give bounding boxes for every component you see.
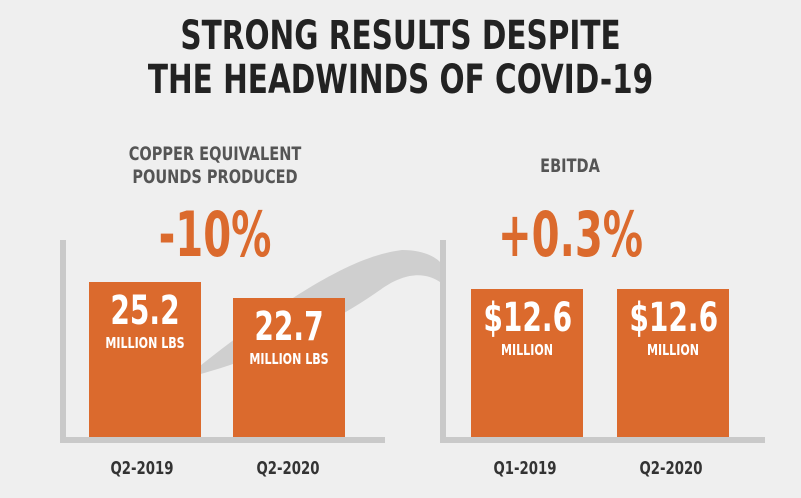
ebitda-bar-q1-2019: $12.6 MILLION [471, 289, 583, 437]
copper-title-line-2: POUNDS PRODUCED [132, 166, 298, 188]
copper-bar-value: 25.2 [110, 288, 180, 334]
copper-chart-title: COPPER EQUIVALENT POUNDS PRODUCED [113, 143, 317, 189]
ebitda-y-axis [440, 240, 446, 443]
copper-bar-unit: MILLION LBS [249, 350, 329, 368]
copper-change-percent: -10% [158, 198, 272, 271]
ebitda-change-percent: +0.3% [498, 198, 644, 271]
ebitda-title-line-1: EBITDA [540, 155, 600, 177]
ebitda-bar-unit: MILLION [500, 341, 554, 359]
copper-bar-unit: MILLION LBS [105, 334, 185, 352]
copper-bar-q2-2019: 25.2 MILLION LBS [89, 282, 201, 437]
page-title: STRONG RESULTS DESPITE THE HEADWINDS OF … [72, 14, 729, 102]
copper-category-label: Q2-2020 [256, 458, 320, 479]
title-line-1: STRONG RESULTS DESPITE [180, 13, 621, 59]
ebitda-x-axis [440, 437, 765, 443]
copper-y-axis [60, 240, 66, 443]
ebitda-chart-title: EBITDA [502, 155, 638, 178]
ebitda-category-label: Q2-2020 [639, 458, 703, 479]
copper-title-line-1: COPPER EQUIVALENT [128, 143, 302, 165]
copper-x-axis [60, 437, 385, 443]
title-line-2: THE HEADWINDS OF COVID-19 [147, 57, 654, 103]
ebitda-bar-q2-2020: $12.6 MILLION [617, 289, 729, 437]
ebitda-bar-value: $12.6 [483, 295, 573, 341]
copper-bar-q2-2020: 22.7 MILLION LBS [233, 298, 345, 437]
ebitda-bar-value: $12.6 [629, 295, 719, 341]
copper-bar-value: 22.7 [254, 304, 324, 350]
ebitda-category-label: Q1-2019 [493, 458, 557, 479]
ebitda-bar-unit: MILLION [646, 341, 700, 359]
copper-category-label: Q2-2019 [110, 458, 174, 479]
